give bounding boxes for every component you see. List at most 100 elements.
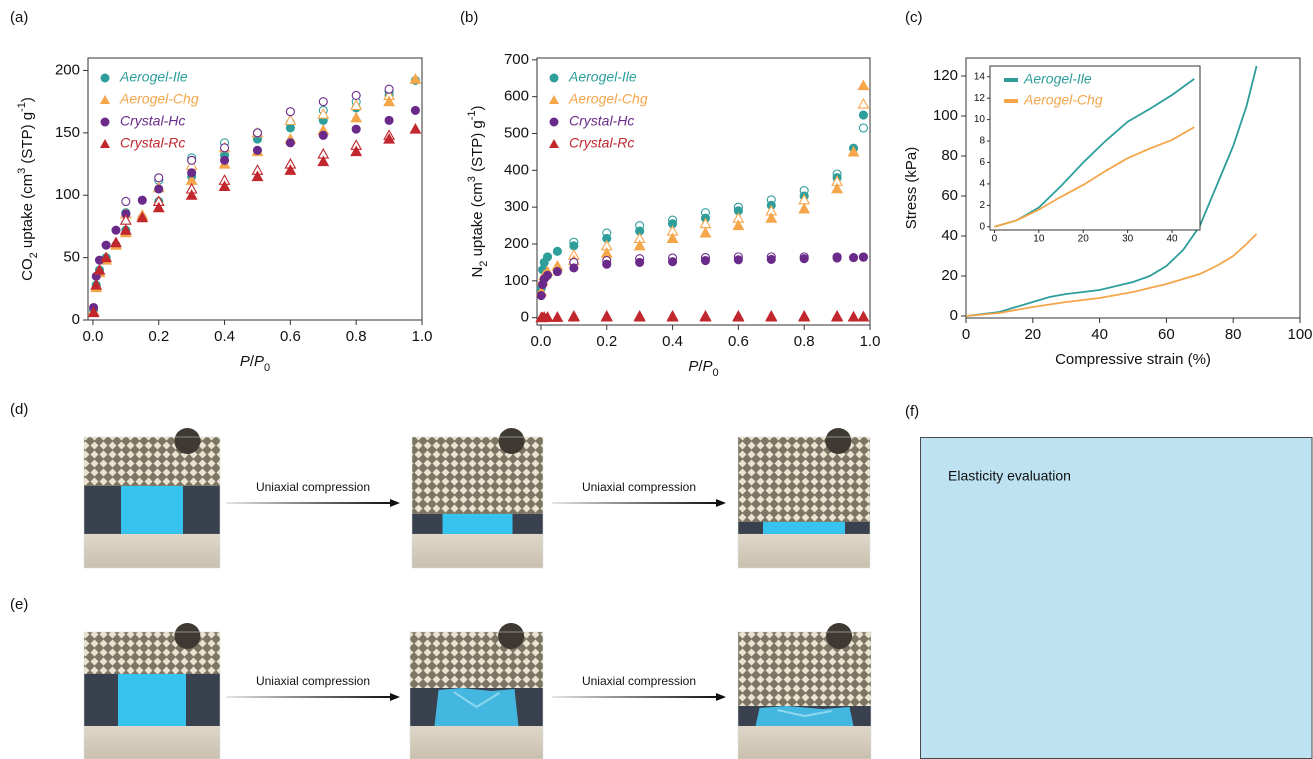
axis-label-part: P xyxy=(240,353,250,370)
axis-label-part: 2 xyxy=(478,261,490,267)
adsorption-point xyxy=(384,115,394,125)
x-tick-label: 0.6 xyxy=(728,333,749,350)
inset-frame xyxy=(989,65,1201,231)
adsorption-point xyxy=(799,254,809,264)
panel-label: (e) xyxy=(10,596,28,613)
y-tick-label: 400 xyxy=(504,161,529,178)
photo-border xyxy=(737,631,872,759)
adsorption-point xyxy=(111,225,121,235)
axis-label-part: Compressive strain (%) xyxy=(1055,351,1211,368)
adsorption-point xyxy=(410,105,420,115)
axis-label-part: P xyxy=(688,358,698,375)
x-tick-label: 0.4 xyxy=(214,328,235,345)
photo-sample xyxy=(118,673,186,726)
legend-label: Aerogel-Ile xyxy=(568,69,637,85)
adsorption-point xyxy=(110,236,122,248)
desorption-point xyxy=(350,99,363,110)
y-tick-label: 20 xyxy=(941,267,958,284)
x-tick-label: 0.6 xyxy=(280,328,301,345)
photo-sample xyxy=(121,485,183,534)
axis-label-part: 0 xyxy=(264,362,270,374)
arrow-shaft xyxy=(552,502,717,504)
adsorption-point xyxy=(551,311,564,322)
axis-label-part: uptake (cm xyxy=(19,174,36,252)
adsorption-point xyxy=(699,226,712,238)
x-tick-label: 10 xyxy=(1033,234,1045,245)
legend-swatch xyxy=(549,117,559,127)
adsorption-point xyxy=(732,219,745,231)
axis-label-part: -1 xyxy=(16,102,28,112)
y-tick-label: 0 xyxy=(950,307,958,324)
adsorption-point xyxy=(285,123,295,133)
axis-label-part: 0 xyxy=(713,367,719,379)
y-tick-label: 200 xyxy=(55,61,80,78)
arrow-head xyxy=(390,499,400,507)
adsorption-point xyxy=(93,263,106,275)
y-tick-label: 0 xyxy=(72,311,80,328)
photo-platen xyxy=(738,632,871,706)
adsorption-point xyxy=(765,310,778,322)
desorption-point xyxy=(318,97,328,107)
adsorption-point xyxy=(857,79,870,91)
axis-label-part: (STP) g xyxy=(469,120,486,176)
y-tick-label: 0 xyxy=(521,309,529,326)
adsorption-point xyxy=(699,310,712,322)
legend-label: Aerogel-Chg xyxy=(1023,92,1103,108)
photo xyxy=(737,428,871,569)
photo-knob xyxy=(826,623,853,649)
desorption-point xyxy=(384,84,394,94)
adsorption-point xyxy=(798,310,811,322)
panel-label: (d) xyxy=(10,401,28,418)
desorption-point xyxy=(351,90,361,100)
y-tick-label: 0 xyxy=(979,221,985,232)
arrow-head xyxy=(716,693,726,701)
adsorption-point xyxy=(350,145,363,157)
adsorption-point xyxy=(383,95,396,107)
adsorption-point xyxy=(119,224,132,235)
x-tick-label: 20 xyxy=(1078,234,1090,245)
axis-label-part: / xyxy=(250,353,255,370)
series-line xyxy=(965,233,1258,317)
desorption-point xyxy=(252,128,263,138)
adsorption-point xyxy=(668,257,678,267)
axis-label-part: N xyxy=(469,267,486,278)
axis-label-part: CO xyxy=(19,258,36,281)
axis-label-part: uptake (cm xyxy=(469,182,486,260)
adsorption-point xyxy=(136,211,149,223)
axis-label-part: P xyxy=(703,358,713,375)
adsorption-point xyxy=(848,253,859,263)
x-tick-label: 1.0 xyxy=(860,333,881,350)
desorption-point xyxy=(121,196,131,207)
adsorption-point xyxy=(552,267,562,277)
y-tick-label: 60 xyxy=(941,187,958,204)
legend-label: Aerogel-Ile xyxy=(1023,71,1092,87)
adsorption-point xyxy=(90,278,103,290)
adsorption-point xyxy=(152,201,165,213)
photo-knob xyxy=(174,428,201,454)
adsorption-point xyxy=(137,195,147,205)
axis-label-part: (STP) g xyxy=(19,112,36,168)
adsorption-point xyxy=(252,145,263,155)
x-tick-label: 40 xyxy=(1166,234,1178,245)
evaluation-box xyxy=(920,437,1313,759)
adsorption-point xyxy=(185,189,198,200)
photo-knob xyxy=(498,428,525,454)
adsorption-point xyxy=(831,310,844,322)
desorption-point xyxy=(187,155,197,165)
desorption-point xyxy=(858,123,868,133)
adsorption-point xyxy=(567,310,580,322)
legend-swatch xyxy=(549,139,559,148)
x-tick-label: 0.2 xyxy=(596,333,617,350)
axis-label-part: 3 xyxy=(16,168,28,174)
photo-sample-shade xyxy=(453,691,500,709)
x-tick-label: 0.0 xyxy=(531,333,552,350)
y-tick-label: 12 xyxy=(974,93,986,104)
y-tick-label: 700 xyxy=(504,51,529,68)
legend-swatch xyxy=(100,95,110,104)
adsorption-point xyxy=(318,130,328,140)
y-tick-label: 150 xyxy=(55,124,80,141)
adsorption-point xyxy=(100,251,113,263)
x-tick-label: 0.8 xyxy=(346,328,367,345)
y-tick-label: 300 xyxy=(504,198,529,215)
